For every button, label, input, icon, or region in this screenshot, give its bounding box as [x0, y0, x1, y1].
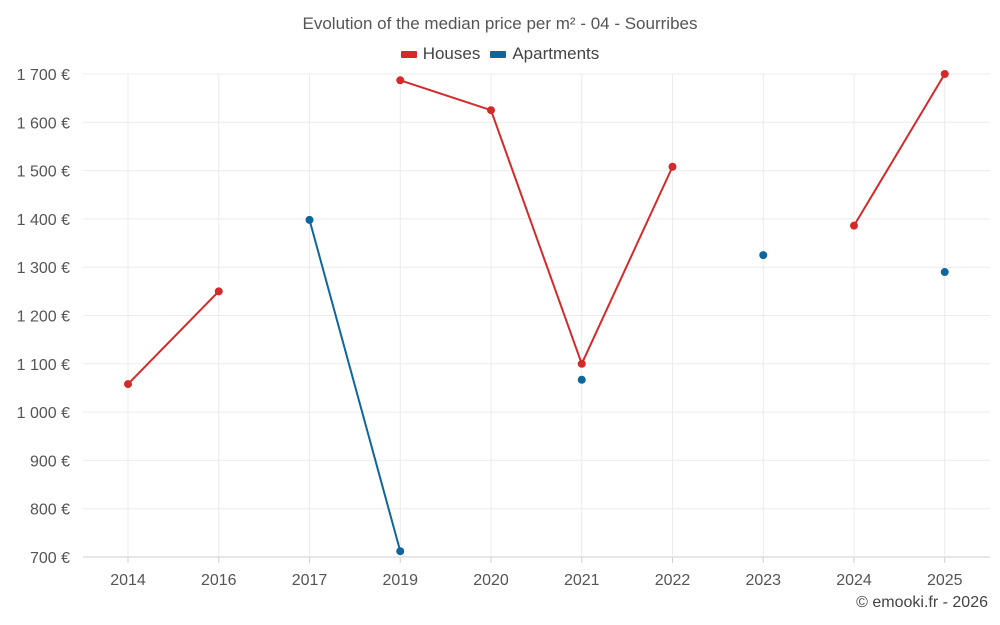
y-tick-label: 1 000 €	[17, 405, 70, 422]
series-line-houses	[490, 109, 583, 365]
x-axis: 2014 2016 2017 2019 2020 2021 2022 2023 2024 2025	[110, 557, 963, 589]
legend-swatch-houses	[400, 50, 417, 58]
y-tick-label: 700 €	[30, 550, 70, 567]
x-tick-label: 2025	[927, 572, 963, 589]
y-tick-label: 1 400 €	[17, 212, 70, 229]
legend-label-houses: Houses	[422, 44, 481, 63]
legend: Houses Apartments	[0, 44, 1000, 64]
data-point-houses	[668, 162, 677, 171]
y-tick-label: 1 200 €	[17, 309, 70, 326]
series-line-houses	[853, 73, 946, 227]
y-axis: 700 € 800 € 900 € 1 000 € 1 100 € 1 200 € 1 30…	[17, 67, 70, 567]
series-layer	[124, 70, 949, 556]
legend-item-houses[interactable]: Houses	[400, 44, 481, 64]
grid	[83, 73, 990, 558]
y-tick-label: 1 300 €	[17, 260, 70, 277]
series-line-houses	[399, 79, 492, 112]
y-tick-label: 900 €	[30, 453, 70, 470]
data-point-houses	[396, 76, 405, 85]
data-point-apartments	[577, 375, 586, 384]
y-tick-label: 1 500 €	[17, 164, 70, 181]
legend-swatch-apartments	[490, 50, 507, 58]
data-point-houses	[124, 380, 132, 389]
x-tick-label: 2017	[292, 572, 328, 589]
x-tick-label: 2024	[836, 572, 872, 589]
x-tick-label: 2022	[655, 572, 691, 589]
y-tick-label: 1 600 €	[17, 115, 70, 132]
data-point-apartments	[759, 251, 768, 260]
x-tick-label: 2020	[473, 572, 509, 589]
x-tick-label: 2016	[201, 572, 237, 589]
legend-item-apartments[interactable]: Apartments	[490, 44, 599, 64]
y-tick-label: 1 100 €	[17, 357, 70, 374]
series-line-houses	[127, 290, 220, 386]
x-tick-label: 2021	[564, 572, 600, 589]
chart-title: Evolution of the median price per m² - 0…	[302, 14, 698, 33]
data-point-apartments	[940, 268, 949, 277]
y-tick-label: 800 €	[30, 502, 70, 519]
data-point-apartments	[396, 547, 405, 556]
x-tick-label: 2023	[745, 572, 781, 589]
data-point-houses	[214, 287, 223, 296]
data-point-houses	[577, 359, 586, 368]
x-tick-label: 2019	[382, 572, 418, 589]
legend-label-apartments: Apartments	[512, 44, 600, 63]
data-point-apartments	[305, 215, 314, 224]
data-point-houses	[487, 106, 495, 115]
series-line-apartments	[308, 218, 402, 553]
series-line-houses	[580, 165, 674, 365]
data-point-houses	[940, 70, 949, 78]
y-tick-label: 1 700 €	[17, 67, 70, 84]
x-tick-label: 2014	[110, 572, 146, 589]
data-point-houses	[850, 221, 858, 230]
credit: © emooki.fr - 2026	[856, 594, 988, 611]
